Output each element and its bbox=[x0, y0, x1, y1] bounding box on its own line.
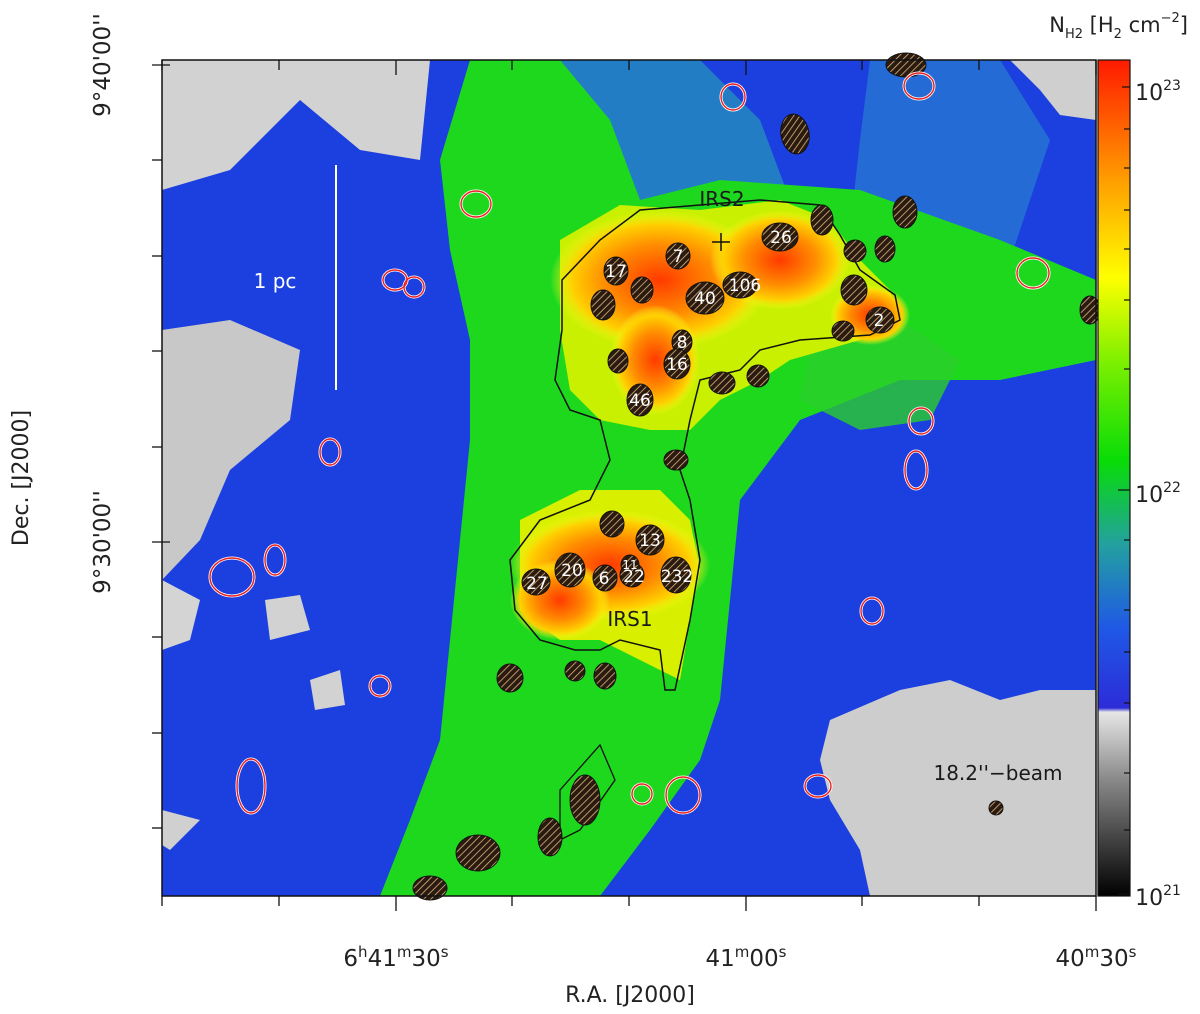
core-ellipse bbox=[455, 834, 501, 872]
x-tick-label: 6h41m30s bbox=[343, 943, 448, 972]
core-ellipse bbox=[885, 52, 927, 78]
core-ellipse bbox=[599, 510, 625, 538]
source-label: 16 bbox=[666, 355, 688, 375]
core-ellipse bbox=[521, 568, 551, 596]
core-ellipse bbox=[554, 552, 586, 588]
source-label: 13 bbox=[639, 531, 661, 551]
core-ellipse bbox=[746, 364, 770, 388]
source-label: 17 bbox=[605, 262, 627, 282]
x-tick-label: 41m00s bbox=[705, 943, 786, 972]
source-label: 2 bbox=[874, 311, 885, 331]
core-ellipse bbox=[619, 562, 645, 588]
core-ellipse bbox=[569, 774, 601, 826]
colorbar-tick-label: 1021 bbox=[1135, 883, 1181, 911]
core-ellipse bbox=[592, 564, 618, 592]
core-ellipse bbox=[630, 276, 654, 304]
core-ellipses bbox=[412, 52, 1101, 901]
source-label: 40 bbox=[694, 289, 716, 309]
core-ellipse bbox=[865, 306, 895, 334]
core-ellipse bbox=[603, 256, 629, 286]
source-ellipses-red bbox=[209, 72, 1050, 814]
source-label: 8 bbox=[677, 333, 688, 353]
core-ellipse bbox=[537, 817, 563, 857]
core-ellipse bbox=[660, 556, 692, 594]
core-ellipse bbox=[412, 875, 448, 901]
beam-label: 18.2''−beam bbox=[933, 761, 1062, 785]
core-ellipse bbox=[761, 222, 799, 252]
core-ellipse bbox=[593, 662, 617, 690]
colorbar-ticks bbox=[1118, 86, 1130, 895]
core-ellipse bbox=[843, 239, 867, 263]
core-ellipse bbox=[590, 289, 616, 321]
source-label: 26 bbox=[770, 228, 792, 248]
source-labels: 17 7 26 40 106 8 16 46 2 13 20 6 22 232 … bbox=[526, 228, 884, 594]
colorbar-title: NH2 [H2 cm−2] bbox=[1049, 11, 1188, 42]
y-axis-label: Dec. [J2000] bbox=[9, 410, 34, 546]
colorbar-tick-label: 1023 bbox=[1135, 78, 1181, 106]
source-label: 20 bbox=[561, 561, 583, 581]
core-ellipse bbox=[722, 271, 758, 299]
core-ellipse bbox=[685, 281, 725, 315]
core-ellipse bbox=[708, 371, 736, 395]
y-ticks bbox=[152, 64, 170, 829]
core-ellipse bbox=[663, 449, 689, 471]
core-ellipse bbox=[780, 113, 810, 155]
source-label: 11 bbox=[622, 558, 637, 572]
colorbar-tick-label: 1022 bbox=[1135, 480, 1181, 508]
colorbar bbox=[1097, 59, 1131, 897]
source-label: 6 bbox=[599, 569, 610, 589]
scale-bar-label: 1 pc bbox=[254, 269, 297, 293]
core-ellipse bbox=[663, 348, 691, 380]
irs1-label: IRS1 bbox=[607, 607, 652, 631]
x-axis-label: R.A. [J2000] bbox=[565, 983, 695, 1008]
core-ellipse bbox=[496, 663, 524, 693]
y-tick-label: 9°40'00'' bbox=[90, 13, 116, 117]
x-tick-label: 40m30s bbox=[1055, 943, 1136, 972]
source-label: 27 bbox=[526, 574, 548, 594]
x-ticks-minor bbox=[161, 60, 1097, 911]
core-ellipse bbox=[626, 383, 654, 417]
beam-ellipse bbox=[988, 800, 1004, 816]
core-ellipse bbox=[665, 242, 691, 270]
source-label: 46 bbox=[629, 391, 651, 411]
core-ellipse bbox=[607, 348, 629, 374]
core-ellipse bbox=[1079, 295, 1101, 325]
source-label: 106 bbox=[729, 276, 761, 296]
core-ellipse bbox=[635, 524, 665, 556]
irs2-marker bbox=[712, 233, 730, 251]
core-ellipse bbox=[840, 274, 868, 306]
source-label: 232 bbox=[661, 567, 693, 587]
y-tick-label: 9°30'00'' bbox=[90, 490, 116, 594]
core-ellipse bbox=[831, 320, 855, 342]
core-ellipse bbox=[810, 204, 834, 236]
irs2-label: IRS2 bbox=[699, 187, 744, 211]
core-ellipse bbox=[874, 235, 896, 263]
core-ellipse bbox=[564, 660, 586, 682]
source-label: 22 bbox=[623, 567, 645, 587]
core-ellipse bbox=[892, 195, 918, 229]
source-label: 7 bbox=[673, 247, 684, 267]
